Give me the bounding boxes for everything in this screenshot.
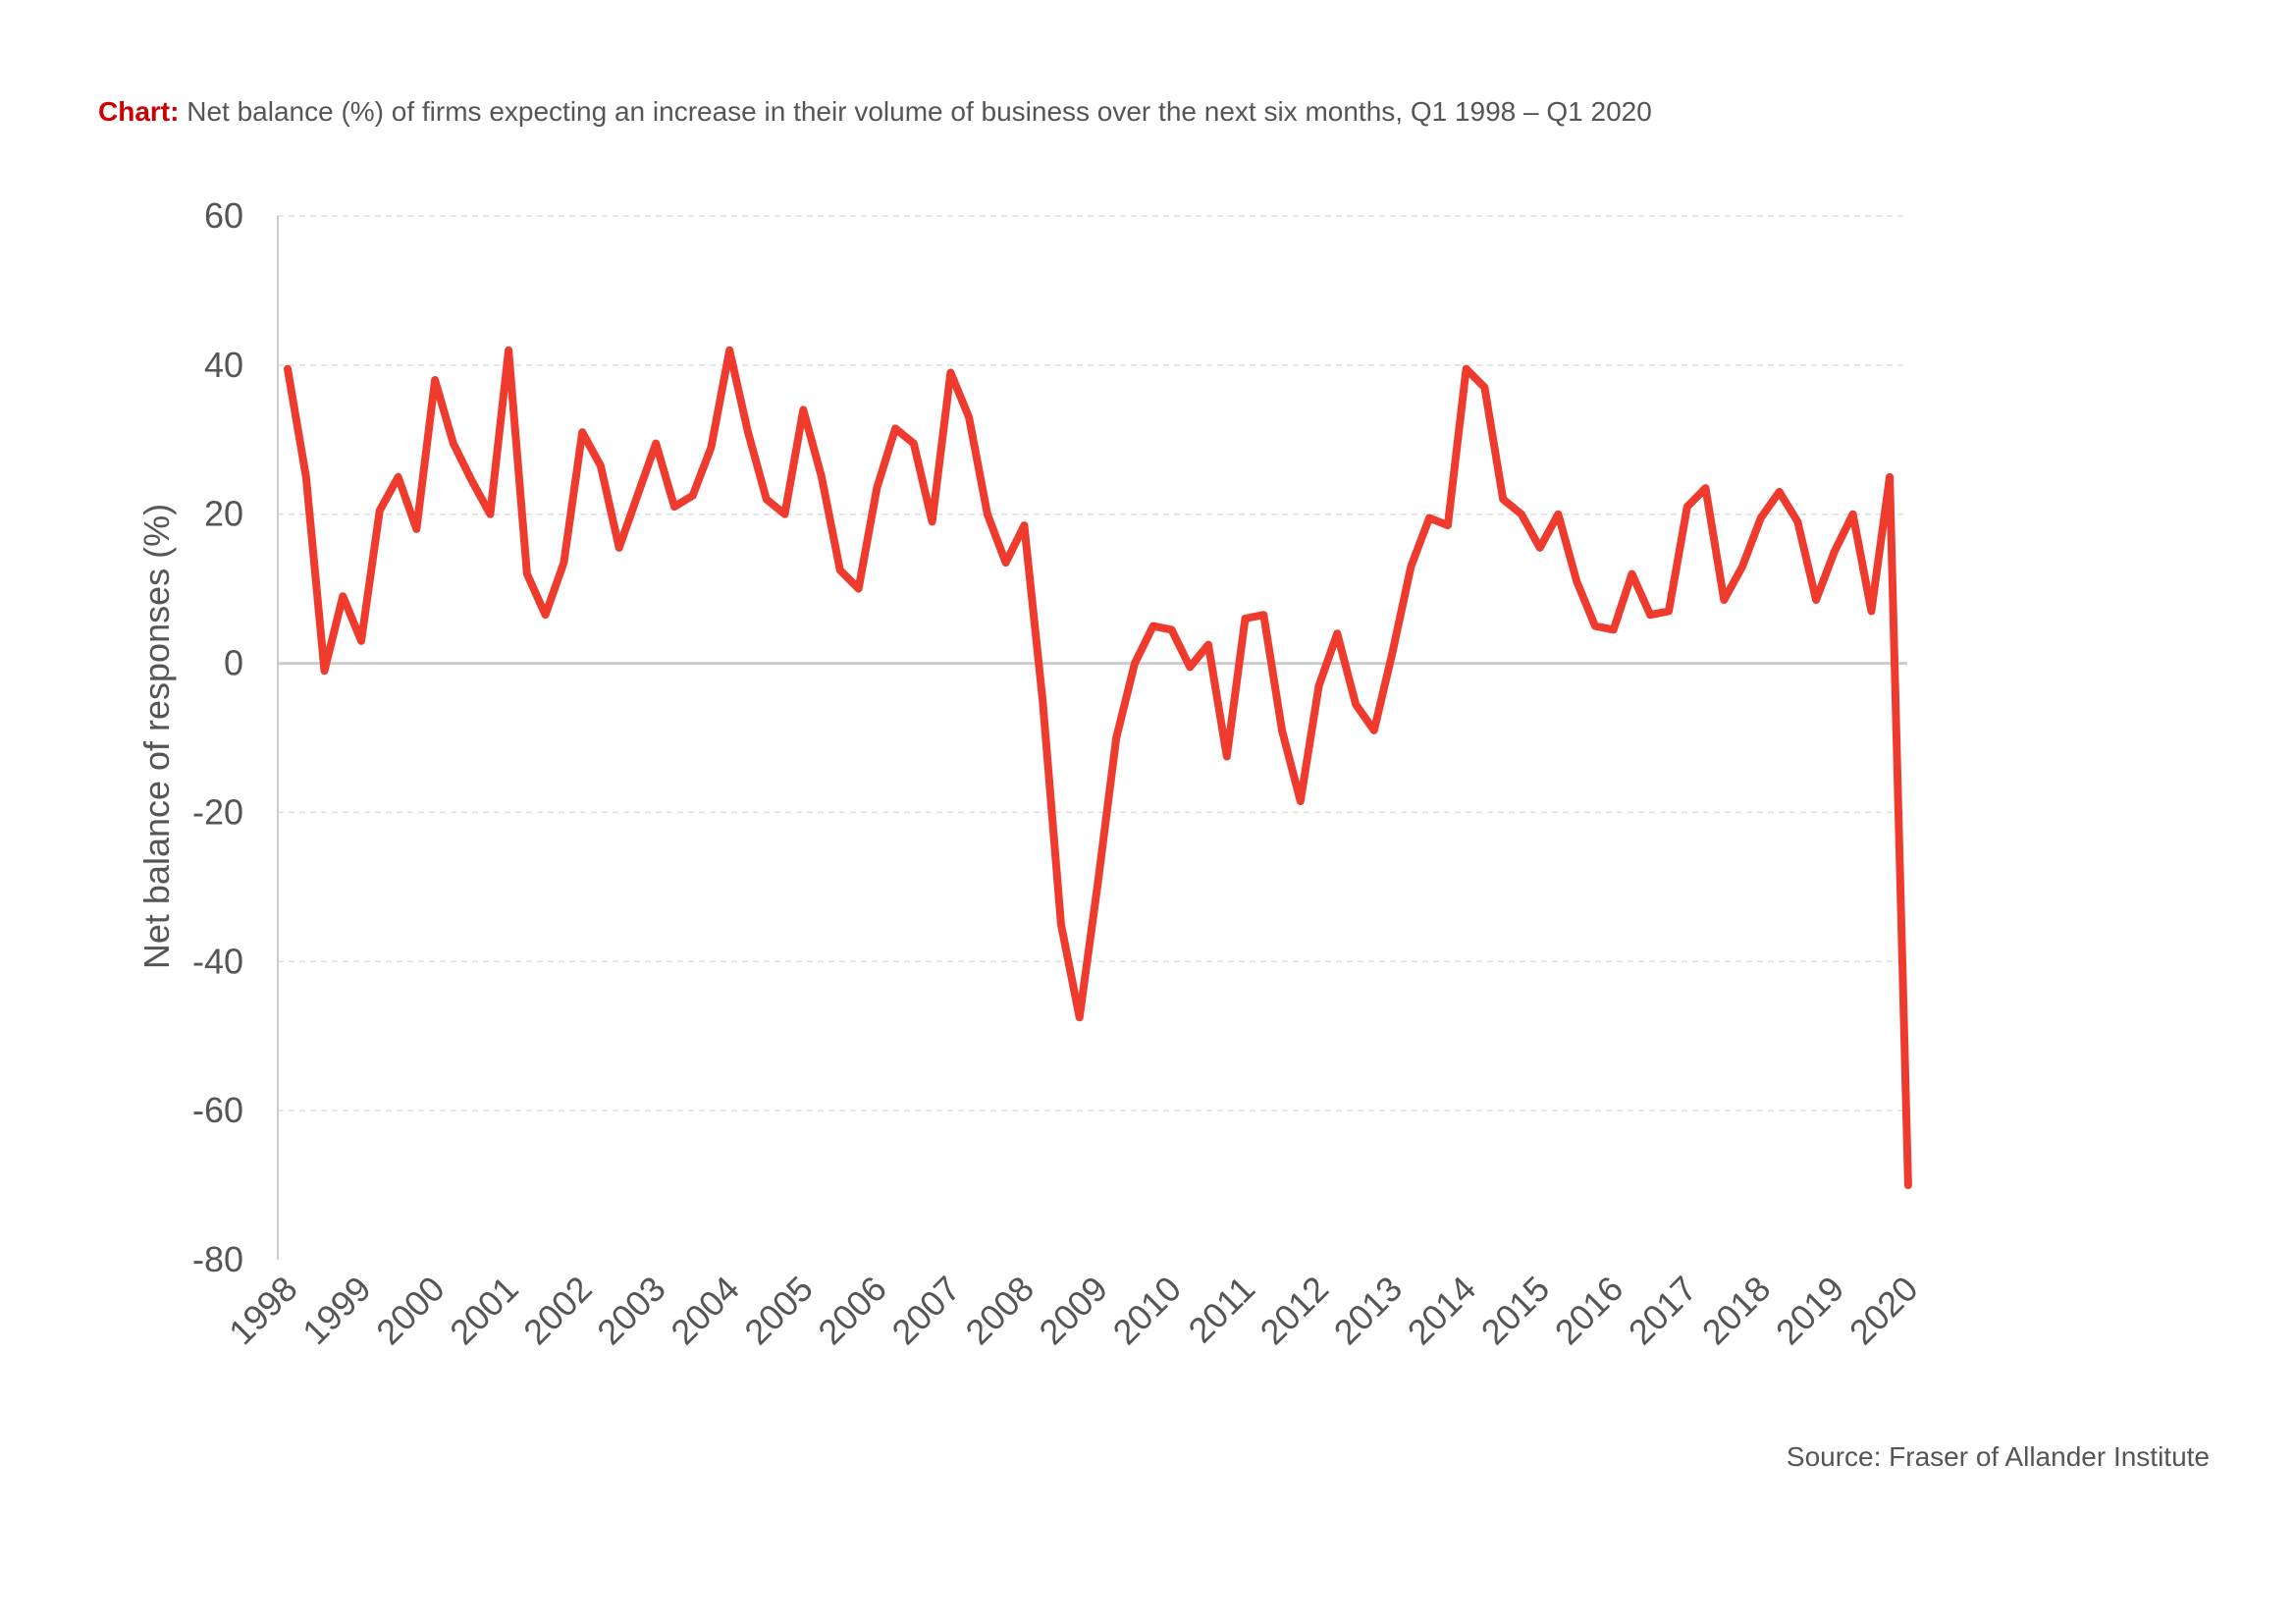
x-tick-label: 2017	[1621, 1269, 1705, 1353]
y-tick-label: 40	[204, 345, 243, 385]
series-line-net-balance	[284, 346, 1912, 1190]
y-tick-label: 60	[204, 195, 243, 236]
x-tick-label: 2001	[442, 1269, 526, 1353]
x-tick-label: 2012	[1253, 1269, 1337, 1353]
x-tick-label: 2002	[515, 1269, 600, 1353]
y-tick-label: 20	[204, 494, 243, 534]
x-tick-label: 2016	[1547, 1269, 1631, 1353]
x-tick-label: 2010	[1105, 1269, 1190, 1353]
caption-lead: Chart:	[98, 96, 180, 127]
y-tick-labels: 60 40 20 0 -20 -40 -60 -80	[192, 195, 243, 1279]
x-tick-label: 2003	[589, 1269, 673, 1353]
y-tick-label: -40	[192, 941, 243, 981]
y-tick-label: -20	[192, 791, 243, 832]
chart-caption: Chart: Net balance (%) of firms expectin…	[98, 96, 1652, 128]
x-tick-label: 2014	[1400, 1269, 1484, 1353]
x-tick-labels: 1998199920002001200220032004200520062007…	[221, 1269, 1926, 1353]
x-tick-label: 2008	[957, 1269, 1041, 1353]
x-tick-label: 2020	[1842, 1269, 1926, 1353]
y-tick-label: 0	[224, 643, 243, 683]
caption-text: Net balance (%) of firms expecting an in…	[187, 96, 1652, 127]
gridlines	[278, 215, 1907, 1111]
x-tick-label: 2018	[1694, 1269, 1779, 1353]
x-tick-label: 1999	[294, 1269, 379, 1353]
y-tick-label: -80	[192, 1239, 243, 1279]
x-tick-label: 2006	[810, 1269, 894, 1353]
x-tick-label: 2004	[663, 1269, 747, 1353]
x-tick-label: 2005	[736, 1269, 821, 1353]
source-note: Source: Fraser of Allander Institute	[1786, 1441, 2210, 1472]
x-tick-label: 2009	[1031, 1269, 1115, 1353]
x-tick-label: 2007	[883, 1269, 968, 1353]
y-tick-label: -60	[192, 1090, 243, 1130]
y-axis-label: Net balance of responses (%)	[136, 504, 177, 969]
x-tick-label: 2019	[1768, 1269, 1852, 1353]
x-tick-label: 2011	[1180, 1269, 1262, 1351]
x-tick-label: 1998	[221, 1269, 305, 1353]
x-tick-label: 2013	[1326, 1269, 1411, 1353]
x-tick-label: 2015	[1473, 1269, 1558, 1353]
x-tick-label: 2000	[368, 1269, 453, 1353]
